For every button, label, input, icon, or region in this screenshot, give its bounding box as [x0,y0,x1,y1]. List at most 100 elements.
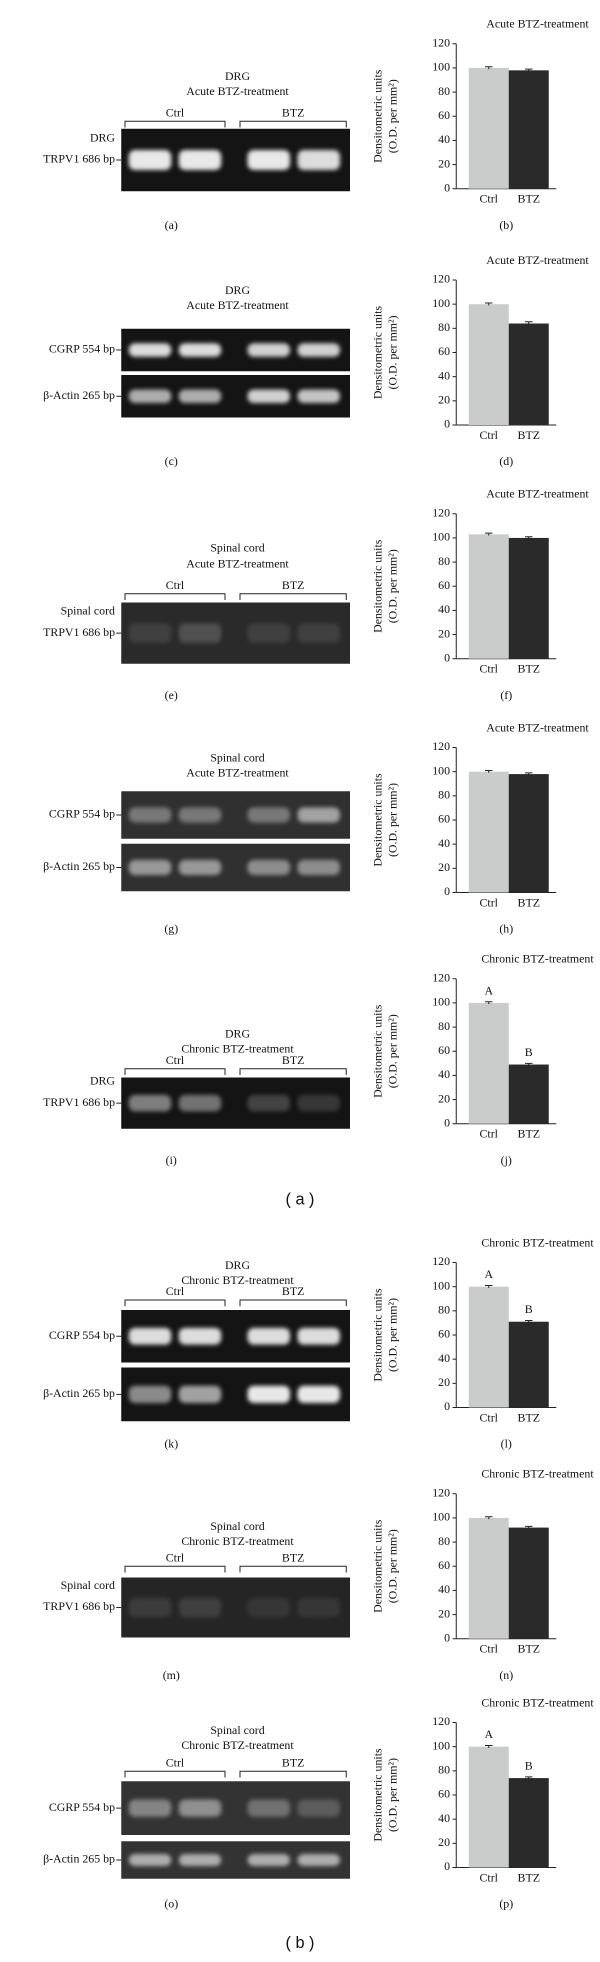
chart-title: Chronic BTZ-treatment [481,1695,594,1709]
error-bar [485,1516,493,1520]
gel-band [128,1854,172,1866]
gel-band [178,343,222,357]
y-axis-label: (O.D. per mm²) [385,315,399,389]
y-axis-label: Densitometric units [370,1748,384,1842]
lane-bracket [239,1770,347,1778]
bar [468,1746,509,1868]
gel-band [297,1385,340,1403]
y-tick-label: 40 [438,836,450,850]
gel-title: Acute BTZ-treatment [186,84,289,98]
panel-label: (o) [164,1897,178,1911]
y-tick-label: 60 [438,1043,450,1057]
band-label: β-Actin 265 bp [43,1852,115,1866]
y-tick-label: 120 [432,35,450,49]
x-tick-label: BTZ [518,428,540,442]
annotation: B [525,1302,533,1316]
gel-band [297,623,340,643]
y-tick-label: 20 [438,1091,450,1105]
gel-band [128,859,172,876]
lane-group-label: BTZ [282,1550,304,1564]
x-tick-label: Ctrl [480,1870,499,1884]
gel-band [178,1854,222,1866]
annotation: A [484,983,493,997]
chart-title: Acute BTZ-treatment [486,253,589,267]
gel-title: DRG [225,283,250,297]
y-axis-label: Densitometric units [370,306,384,400]
chart-title: Chronic BTZ-treatment [481,1467,594,1481]
error-bar [485,532,493,536]
y-axis-label: Densitometric units [370,1519,384,1613]
y-tick-label: 0 [444,884,450,898]
gel-band [128,1385,172,1403]
y-tick-label: 0 [444,1859,450,1873]
lane-group-label: BTZ [282,1284,304,1298]
lane-group-label: Ctrl [166,1550,185,1564]
x-tick-label: Ctrl [480,1410,499,1424]
band-label: TRPV1 686 bp [43,1095,115,1109]
gel-title: DRG [225,69,250,83]
error-bar [525,1062,533,1066]
gel-band [297,1854,340,1866]
lane-group-label: Ctrl [166,1755,185,1769]
lane-bracket [124,1565,226,1573]
y-tick-label: 120 [432,970,450,984]
y-tick-label: 40 [438,1351,450,1365]
lane-bracket [239,1565,347,1573]
y-tick-label: 0 [444,650,450,664]
gel-band [247,150,290,171]
y-tick-label: 40 [438,132,450,146]
x-tick-label: BTZ [518,1642,540,1656]
y-tick-label: 0 [444,1115,450,1129]
group-label: ( a ) [286,1190,315,1208]
y-tick-label: 80 [438,554,450,568]
panel-label: (n) [499,1668,513,1682]
gel-title: Acute BTZ-treatment [186,765,289,779]
lane-bracket [239,120,347,128]
lane-group-label: BTZ [282,1755,304,1769]
error-bar [485,1744,493,1748]
y-tick-label: 120 [432,505,450,519]
y-tick-label: 120 [432,1254,450,1268]
band-label: Spinal cord [61,1578,115,1592]
gel-band [178,1799,222,1817]
band-label: CGRP 554 bp [49,807,115,821]
annotation: B [525,1045,533,1059]
x-tick-label: Ctrl [480,428,499,442]
error-bar [525,321,533,326]
y-tick-label: 120 [432,739,450,753]
y-tick-label: 40 [438,1067,450,1081]
panel-label: (p) [499,1897,513,1911]
gel-band [128,807,172,823]
panel-label: (a) [165,218,178,232]
y-tick-label: 60 [438,1787,450,1801]
y-axis-label: (O.D. per mm²) [385,549,399,623]
annotation: B [525,1759,533,1773]
panel-label: (e) [165,688,178,702]
gel-title: Acute BTZ-treatment [186,298,289,312]
lane-group-label: Ctrl [166,1053,185,1067]
bar [508,1778,549,1868]
y-axis-label: (O.D. per mm²) [385,1758,399,1832]
y-axis-label: Densitometric units [370,69,384,163]
gel-band [178,1094,222,1112]
y-tick-label: 120 [432,272,450,286]
lane-group-label: Ctrl [166,578,185,592]
gel-band [247,859,290,876]
panel-label: (c) [165,454,178,468]
bar [468,1517,509,1639]
x-tick-label: Ctrl [480,1127,499,1141]
panel-label: (k) [164,1437,178,1451]
lane-bracket [239,1068,347,1076]
y-tick-label: 40 [438,368,450,382]
gel-title: Spinal cord [210,750,264,764]
annotation: A [484,1727,493,1741]
lane-bracket [239,1299,347,1307]
band-label: TRPV1 686 bp [43,1599,115,1613]
gel-band [297,343,340,357]
band-label: CGRP 554 bp [49,1800,115,1814]
error-bar [525,772,533,776]
panel-label: (h) [499,922,513,936]
y-tick-label: 80 [438,1303,450,1317]
y-tick-label: 80 [438,1534,450,1548]
panel-label: (d) [499,454,513,468]
